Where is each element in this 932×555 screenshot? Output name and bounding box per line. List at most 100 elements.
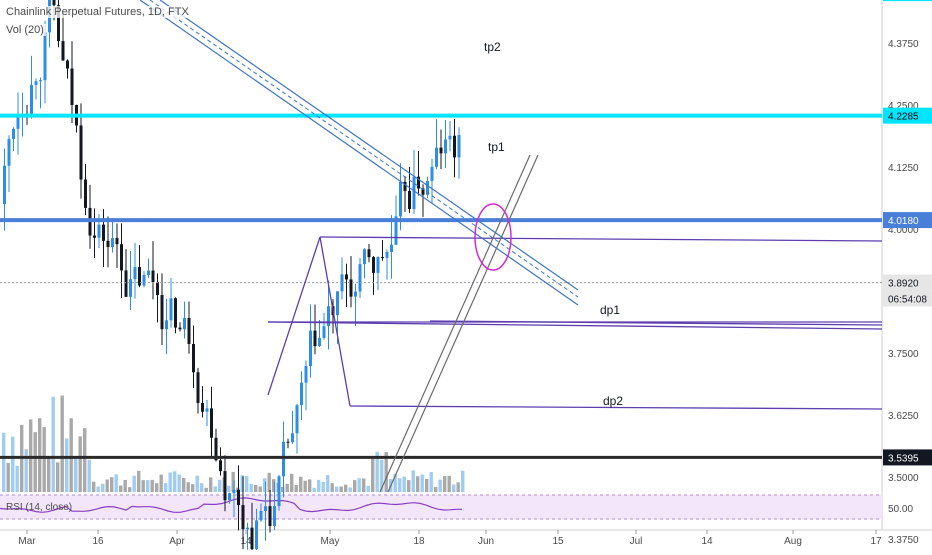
candle-body bbox=[381, 257, 384, 258]
candle-body bbox=[179, 328, 182, 330]
time-tick-label: Aug bbox=[784, 536, 802, 547]
volume-bar bbox=[367, 486, 370, 492]
rsi-legend[interactable]: RSI (14, close) bbox=[4, 502, 74, 513]
candle-body bbox=[458, 135, 461, 157]
tp2-label: tp2 bbox=[484, 40, 501, 54]
volume-bar bbox=[443, 476, 446, 492]
time-tick-label: 14 bbox=[701, 536, 713, 547]
candle-body bbox=[305, 366, 308, 383]
volume-bar bbox=[304, 481, 307, 492]
candle-body bbox=[269, 506, 272, 526]
volume-bar bbox=[403, 477, 406, 492]
candle-body bbox=[251, 528, 254, 549]
time-tick-label: Mar bbox=[18, 536, 36, 547]
candle-body bbox=[165, 320, 168, 329]
volume-bar bbox=[7, 463, 10, 492]
volume-bar bbox=[133, 476, 136, 492]
volume-bar bbox=[250, 484, 253, 492]
price-label-box bbox=[883, 0, 932, 1]
candle-body bbox=[39, 80, 42, 81]
candle-body bbox=[282, 442, 285, 477]
volume-bar bbox=[452, 484, 455, 492]
volume-bar bbox=[124, 480, 127, 492]
candle-body bbox=[170, 298, 173, 320]
price-tick-label: 3.7500 bbox=[888, 349, 919, 360]
candle-body bbox=[413, 177, 416, 209]
volume-bar bbox=[313, 488, 316, 492]
candle-body bbox=[53, 0, 56, 5]
volume-bar bbox=[254, 485, 257, 492]
pivot-trend-line[interactable] bbox=[320, 237, 882, 241]
volume-bar bbox=[457, 482, 460, 492]
candle-body bbox=[309, 331, 312, 366]
candle-body bbox=[345, 274, 348, 279]
volume-bar bbox=[173, 471, 176, 492]
volume-bar bbox=[106, 480, 109, 492]
candle-body bbox=[3, 166, 6, 204]
time-tick-label: Jun bbox=[478, 536, 494, 547]
volume-bar bbox=[169, 473, 172, 492]
time-tick-label: 18 bbox=[413, 536, 425, 547]
price-label-text: 06:54:08 bbox=[888, 295, 927, 306]
volume-bar bbox=[398, 478, 401, 492]
candle-body bbox=[431, 167, 434, 181]
volume-bar bbox=[448, 476, 451, 492]
volume-bar bbox=[137, 471, 140, 492]
price-tick-label: 4.1250 bbox=[888, 163, 919, 174]
candle-body bbox=[368, 249, 371, 257]
volume-bar bbox=[92, 482, 95, 492]
volume-bar bbox=[182, 478, 185, 492]
volume-bar bbox=[142, 480, 145, 492]
symbol-title[interactable]: Chainlink Perpetual Futures, 1D, FTX bbox=[4, 6, 191, 18]
candle-body bbox=[129, 279, 132, 297]
volume-bar bbox=[286, 484, 289, 492]
candle-body bbox=[273, 506, 276, 526]
price-tick-label: 3.6250 bbox=[888, 411, 919, 422]
candle-body bbox=[44, 32, 47, 80]
time-tick-label: 17 bbox=[870, 536, 882, 547]
candle-body bbox=[66, 61, 69, 69]
candle-body bbox=[287, 442, 290, 443]
volume-legend[interactable]: Vol (20) bbox=[4, 24, 46, 36]
dp2-label: dp2 bbox=[603, 394, 623, 408]
volume-bar bbox=[349, 487, 352, 492]
volume-bar bbox=[101, 484, 104, 492]
channel-lower[interactable] bbox=[140, 0, 578, 305]
candle-body bbox=[210, 408, 213, 437]
volume-bar bbox=[88, 460, 91, 492]
candle-body bbox=[260, 511, 263, 520]
time-tick-label: Jul bbox=[630, 536, 643, 547]
dp1-lower-line[interactable] bbox=[268, 322, 882, 329]
tp1-label: tp1 bbox=[488, 140, 505, 154]
volume-bar bbox=[421, 474, 424, 492]
volume-bar bbox=[70, 418, 73, 492]
price-tick-label: 3.3750 bbox=[888, 535, 919, 546]
candle-body bbox=[399, 182, 402, 217]
candle-body bbox=[98, 225, 101, 238]
volume-bar bbox=[43, 427, 46, 492]
volume-bar bbox=[97, 487, 100, 492]
candle-body bbox=[201, 403, 204, 412]
volume-bar bbox=[128, 487, 131, 492]
volume-bar bbox=[335, 487, 338, 492]
time-tick-label: May bbox=[321, 536, 340, 547]
time-tick-label: 16 bbox=[92, 536, 104, 547]
candle-body bbox=[192, 344, 195, 372]
candle-body bbox=[408, 191, 411, 209]
volume-bar bbox=[200, 483, 203, 492]
pattern-leg-1[interactable] bbox=[268, 237, 320, 395]
volume-bar bbox=[214, 486, 217, 492]
candle-body bbox=[125, 270, 128, 296]
candle-body bbox=[255, 520, 258, 549]
candle-body bbox=[147, 271, 150, 275]
volume-bar bbox=[331, 483, 334, 492]
price-tick-label: 4.3750 bbox=[888, 39, 919, 50]
candle-body bbox=[363, 249, 366, 264]
candle-body bbox=[278, 476, 281, 506]
candle-body bbox=[84, 180, 87, 208]
candle-body bbox=[17, 116, 20, 129]
candle-body bbox=[323, 326, 326, 338]
volume-bar bbox=[74, 458, 77, 492]
